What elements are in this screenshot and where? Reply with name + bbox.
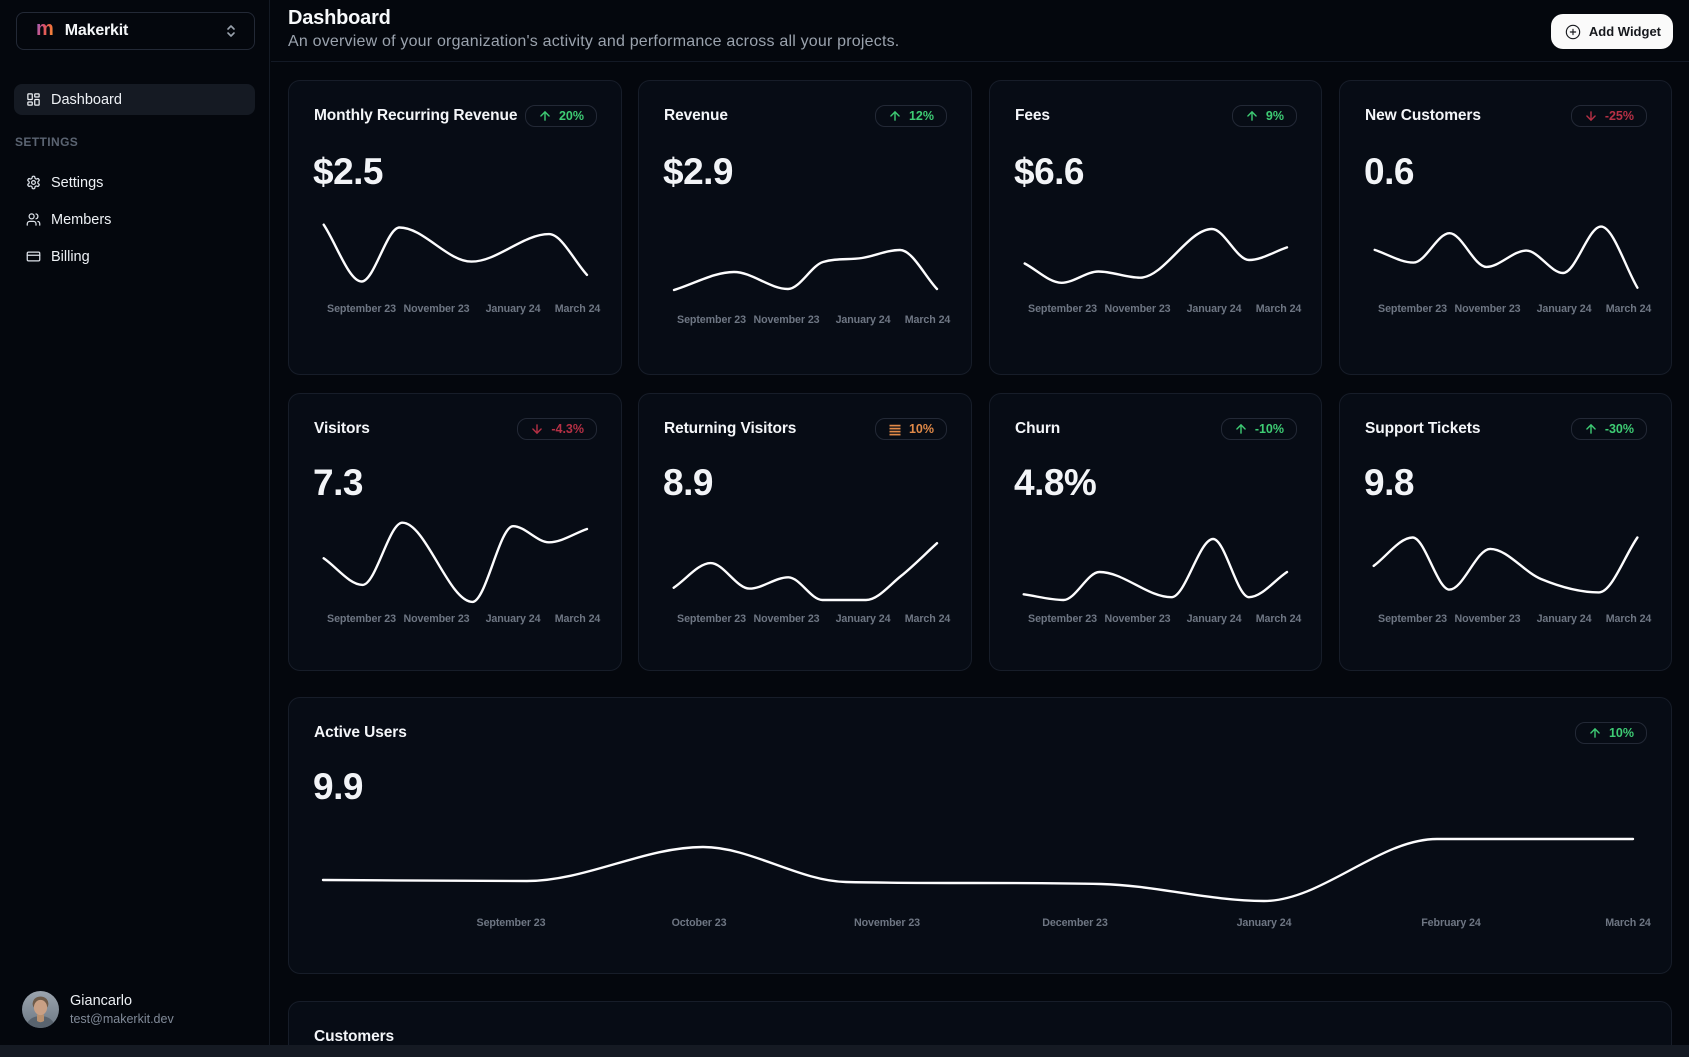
svg-text:March 24: March 24	[905, 314, 951, 326]
svg-text:September 23: September 23	[477, 917, 546, 929]
svg-text:September 23: September 23	[1028, 613, 1097, 625]
svg-text:March 24: March 24	[1605, 917, 1651, 929]
svg-text:January 24: January 24	[836, 314, 891, 326]
svg-text:November 23: November 23	[1104, 303, 1170, 315]
svg-text:March 24: March 24	[1606, 303, 1652, 315]
svg-text:March 24: March 24	[555, 303, 601, 315]
svg-text:January 24: January 24	[836, 613, 891, 625]
svg-text:November 23: November 23	[1454, 303, 1520, 315]
svg-text:January 24: January 24	[1237, 917, 1292, 929]
svg-text:September 23: September 23	[327, 613, 396, 625]
svg-text:November 23: November 23	[854, 917, 920, 929]
svg-text:September 23: September 23	[1378, 303, 1447, 315]
svg-text:March 24: March 24	[1256, 613, 1302, 625]
svg-text:January 24: January 24	[1187, 613, 1242, 625]
svg-text:September 23: September 23	[677, 314, 746, 326]
svg-text:January 24: January 24	[486, 303, 541, 315]
svg-text:March 24: March 24	[905, 613, 951, 625]
svg-text:November 23: November 23	[403, 613, 469, 625]
svg-text:March 24: March 24	[1256, 303, 1302, 315]
svg-text:December 23: December 23	[1042, 917, 1108, 929]
svg-text:November 23: November 23	[1104, 613, 1170, 625]
svg-text:February 24: February 24	[1421, 917, 1481, 929]
svg-text:November 23: November 23	[403, 303, 469, 315]
svg-text:September 23: September 23	[1378, 613, 1447, 625]
svg-text:January 24: January 24	[1537, 303, 1592, 315]
svg-text:September 23: September 23	[677, 613, 746, 625]
svg-text:January 24: January 24	[1187, 303, 1242, 315]
svg-text:October 23: October 23	[672, 917, 727, 929]
svg-text:November 23: November 23	[1454, 613, 1520, 625]
svg-text:September 23: September 23	[1028, 303, 1097, 315]
svg-text:November 23: November 23	[753, 314, 819, 326]
svg-text:March 24: March 24	[1606, 613, 1652, 625]
svg-text:January 24: January 24	[486, 613, 541, 625]
svg-text:March 24: March 24	[555, 613, 601, 625]
svg-text:January 24: January 24	[1537, 613, 1592, 625]
svg-text:September 23: September 23	[327, 303, 396, 315]
svg-text:November 23: November 23	[753, 613, 819, 625]
